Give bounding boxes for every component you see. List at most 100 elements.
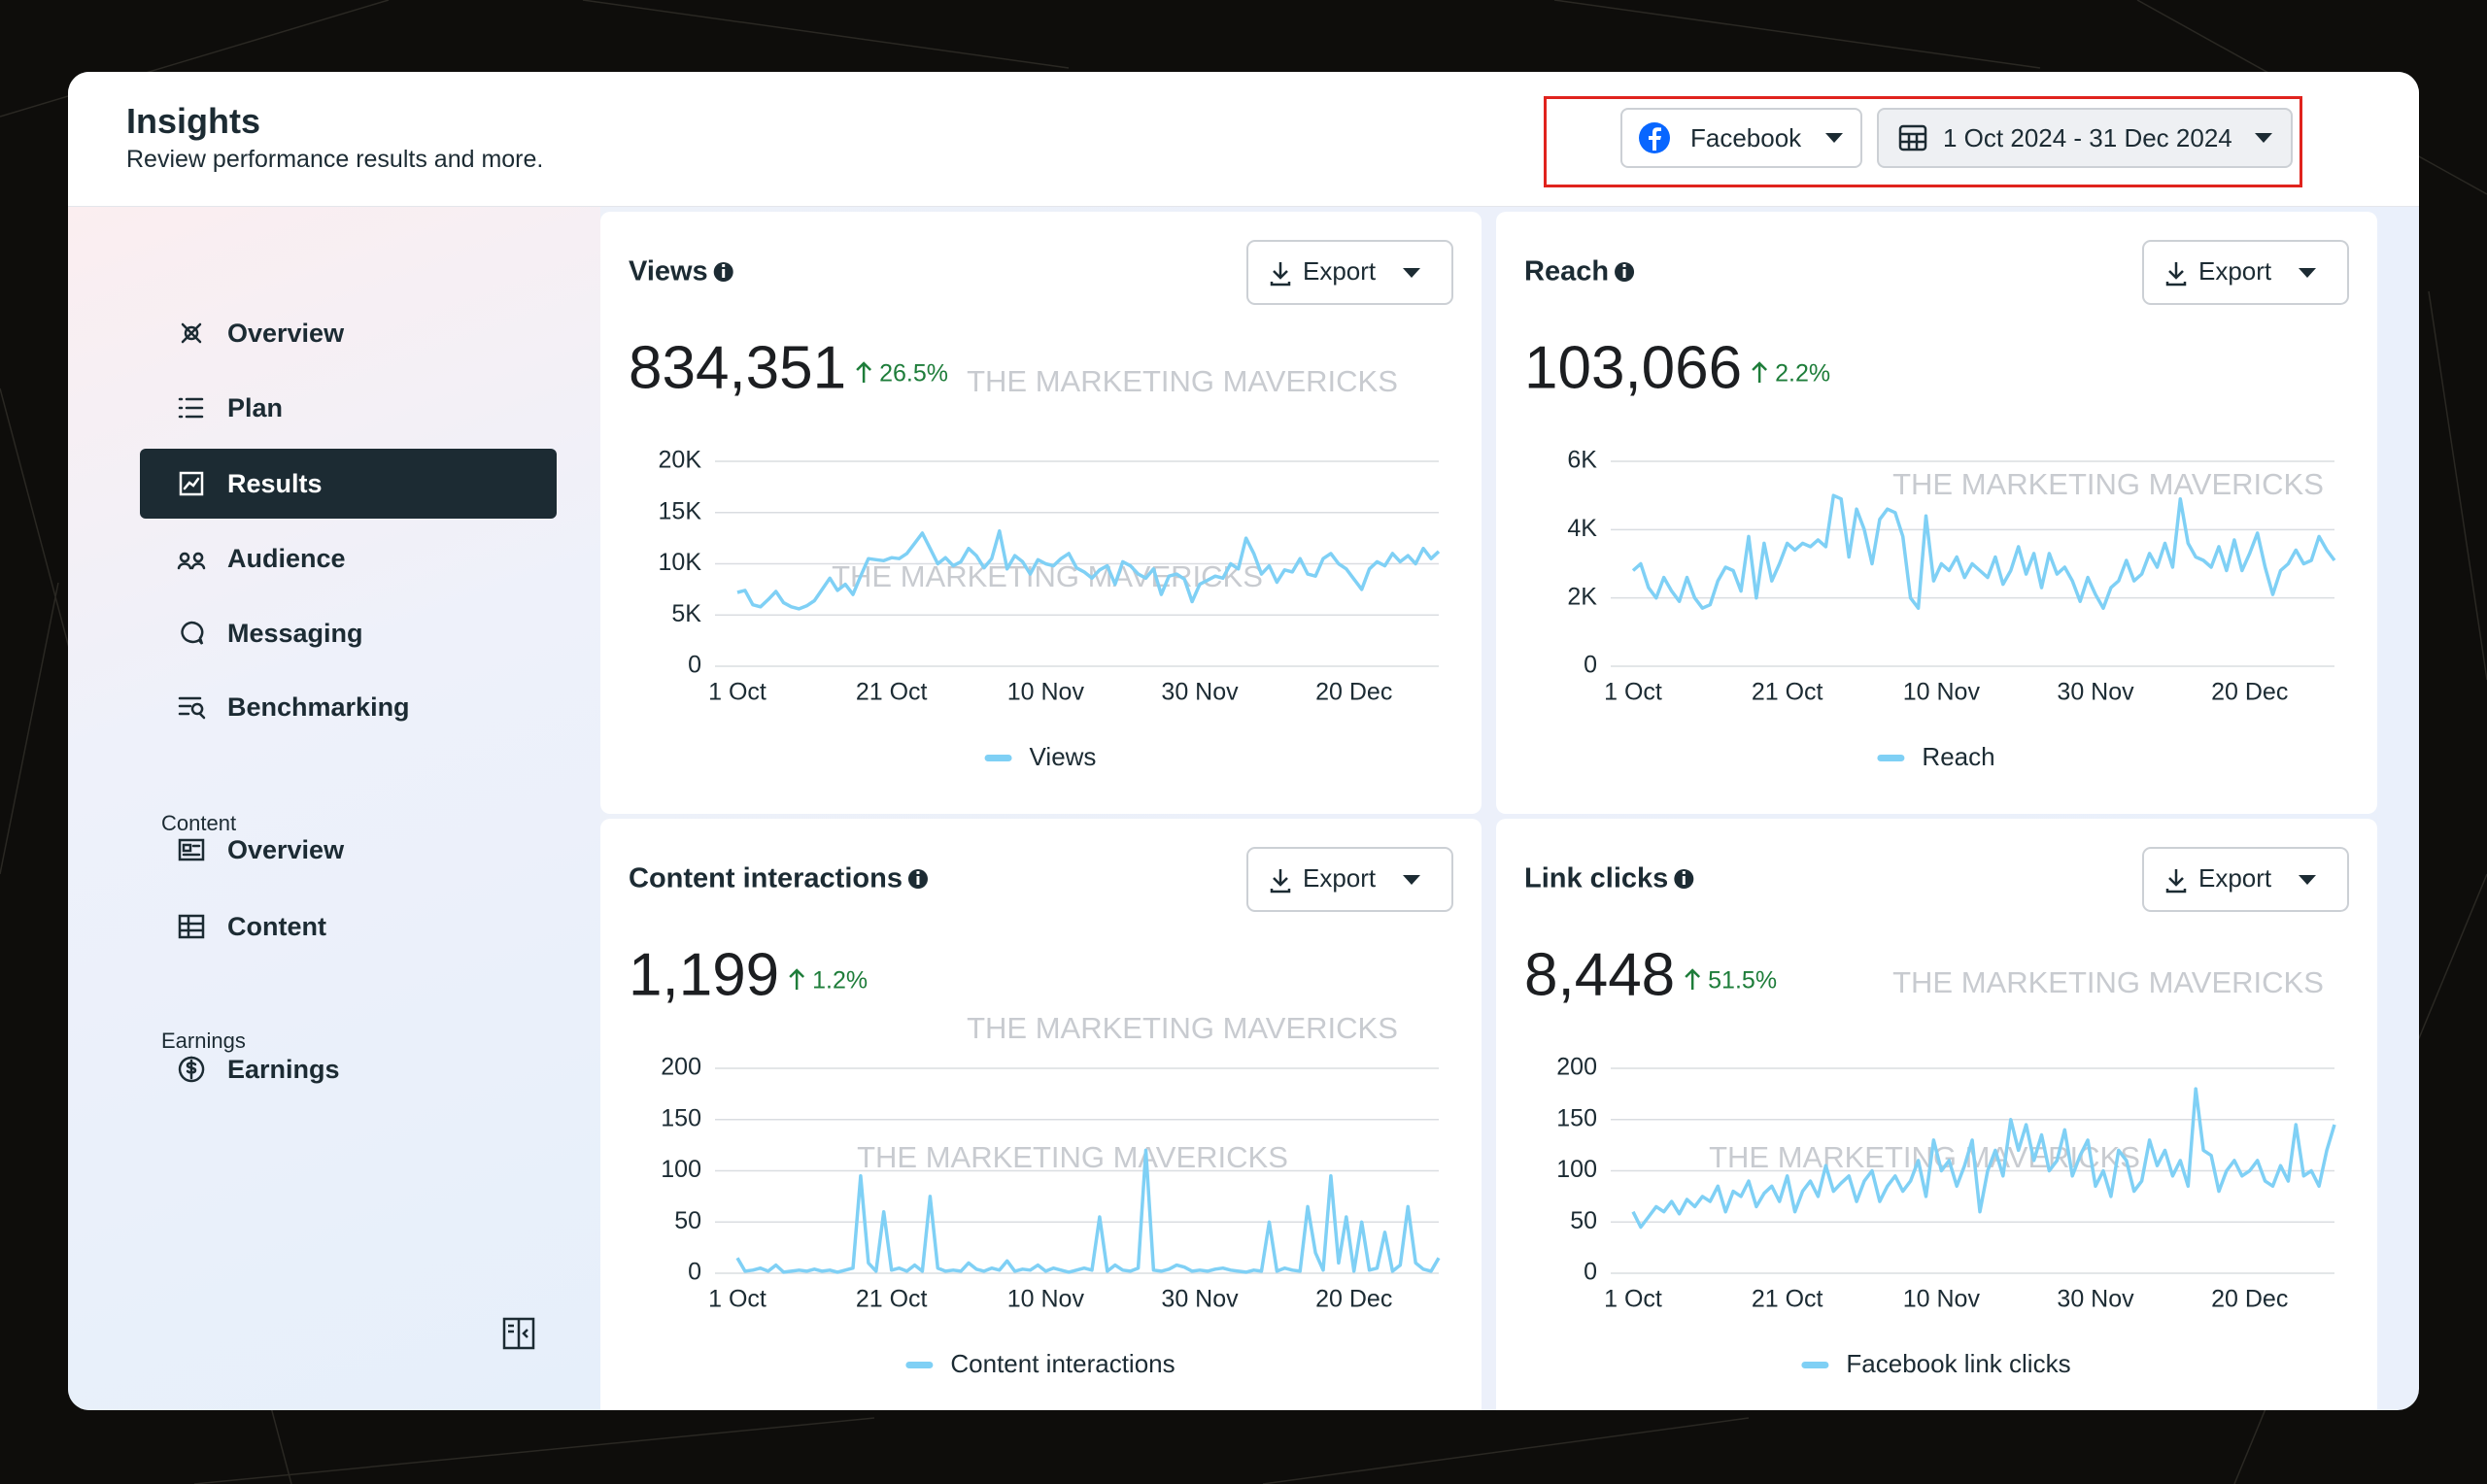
nav-item[interactable]: Overview — [140, 815, 557, 885]
button-frame — [2142, 847, 2349, 912]
x-tick-label: 21 Oct — [1752, 1286, 1823, 1313]
chart-card: THE MARKETING MAVERICKS THE MARKETING MAV… — [600, 212, 1482, 814]
nav-item[interactable]: Plan — [140, 373, 557, 443]
nav-label: Results — [227, 468, 323, 498]
x-tick-label: 20 Dec — [1315, 679, 1392, 706]
nav-icon — [181, 621, 204, 645]
total-value: 8,448 — [1524, 941, 1675, 1008]
chart-title: Views — [629, 256, 708, 287]
data-line — [1631, 1087, 2336, 1230]
nav-item[interactable]: Audience — [140, 523, 557, 593]
nav-icon — [178, 838, 205, 861]
watermark: THE MARKETING MAVERICKS — [857, 1140, 1288, 1174]
watermark: THE MARKETING MAVERICKS — [1892, 965, 2324, 999]
watermark: THE MARKETING MAVERICKS — [967, 1011, 1398, 1045]
export-button[interactable]: Export — [1246, 847, 1453, 912]
change-value: 51.5% — [1708, 967, 1777, 995]
x-tick-label: 30 Nov — [2057, 679, 2134, 706]
y-tick-label: 6K — [1567, 447, 1597, 474]
nav-item[interactable]: Content — [140, 892, 557, 961]
nav-item[interactable]: Results — [140, 449, 557, 519]
export-button[interactable]: Export — [1246, 240, 1453, 305]
watermark: THE MARKETING MAVERICKS — [1892, 467, 2324, 501]
x-tick-label: 30 Nov — [2057, 1286, 2134, 1313]
y-tick-label: 10K — [659, 549, 702, 576]
caret — [2299, 268, 2316, 278]
icon-shape — [178, 397, 204, 419]
x-tick-label: 1 Oct — [708, 1286, 767, 1313]
x-tick-label: 10 Nov — [1007, 679, 1085, 706]
nav-item[interactable]: Earnings — [140, 1034, 557, 1104]
y-tick-label: 2K — [1567, 583, 1597, 610]
nav-icon — [178, 696, 206, 720]
legend-label: Content interactions — [950, 1349, 1175, 1378]
x-tick-label: 20 Dec — [1315, 1286, 1392, 1313]
nav-icon — [178, 914, 205, 939]
y-tick-label: 50 — [674, 1207, 701, 1234]
chart-title: Content interactions — [629, 863, 903, 894]
data-line — [736, 528, 1441, 611]
info-icon-glyph — [916, 876, 920, 885]
chart-card: THE MARKETING MAVERICKS Reach Export 103,06… — [1496, 212, 2377, 814]
caret — [1825, 133, 1844, 143]
info-icon-glyph — [722, 269, 726, 278]
icon-shape — [178, 696, 206, 720]
y-tick-label: 150 — [1556, 1104, 1597, 1131]
nav-icon — [178, 1056, 205, 1083]
icon-shape — [179, 471, 204, 496]
y-tick-label: 15K — [659, 497, 702, 524]
caret — [1403, 875, 1420, 885]
x-tick-label: 10 Nov — [1007, 1286, 1085, 1313]
nav-icon — [179, 471, 204, 496]
chart-card: THE MARKETING MAVERICKS THE MARKETING MAV… — [1496, 819, 2377, 1410]
icon-shape — [178, 838, 205, 861]
page-title: Insights — [126, 101, 261, 141]
info-icon-glyph — [916, 871, 920, 874]
download-icon — [2165, 262, 2187, 287]
nav-item[interactable]: Benchmarking — [140, 672, 557, 742]
legend-swatch — [1877, 755, 1905, 761]
nav-item[interactable]: Messaging — [140, 598, 557, 668]
x-tick-label: 21 Oct — [1752, 679, 1823, 706]
icon-shape — [502, 1317, 535, 1350]
sidebar: Overview Plan Results Audience Messaging Benc… — [68, 207, 600, 1410]
nav-item[interactable]: Overview — [140, 298, 557, 368]
x-tick-label: 1 Oct — [708, 679, 767, 706]
nav-label: Content — [227, 911, 326, 941]
icon-shape — [178, 1056, 205, 1083]
nav-icon — [178, 397, 204, 419]
y-tick-label: 0 — [688, 652, 701, 679]
chart-title: Link clicks — [1524, 863, 1668, 894]
page-subtitle: Review performance results and more. — [126, 146, 544, 173]
legend-swatch — [905, 1362, 934, 1368]
up-arrow — [1752, 361, 1768, 383]
icon-shape — [181, 322, 202, 344]
nav-label: Audience — [227, 543, 346, 573]
icon-shape — [177, 552, 206, 570]
x-tick-label: 30 Nov — [1161, 1286, 1239, 1313]
nav-label: Overview — [227, 834, 345, 864]
y-tick-label: 0 — [1584, 652, 1597, 679]
y-tick-label: 150 — [661, 1104, 701, 1131]
facebook-icon — [1639, 122, 1670, 153]
chart-card: THE MARKETING MAVERICKS THE MARKETING MAV… — [600, 819, 1482, 1410]
platform-select[interactable]: Facebook — [1620, 108, 1862, 168]
highlight-box — [1544, 96, 2302, 187]
y-tick-label: 0 — [688, 1259, 701, 1286]
total-value: 1,199 — [629, 941, 779, 1008]
x-tick-label: 1 Oct — [1604, 1286, 1662, 1313]
change-value: 1.2% — [812, 967, 868, 995]
x-tick-label: 10 Nov — [1903, 1286, 1981, 1313]
x-tick-label: 10 Nov — [1903, 679, 1981, 706]
date-range-select[interactable]: 1 Oct 2024 - 31 Dec 2024 — [1877, 108, 2293, 168]
export-button[interactable]: Export — [2142, 240, 2349, 305]
collapse-button[interactable] — [501, 1316, 536, 1351]
legend-label: Views — [1030, 742, 1097, 771]
info-icon-glyph — [722, 264, 726, 267]
nav-label: Earnings — [227, 1054, 340, 1084]
x-tick-label: 1 Oct — [1604, 679, 1662, 706]
nav-icon — [177, 552, 206, 570]
export-button[interactable]: Export — [2142, 847, 2349, 912]
data-line — [735, 1148, 1441, 1274]
